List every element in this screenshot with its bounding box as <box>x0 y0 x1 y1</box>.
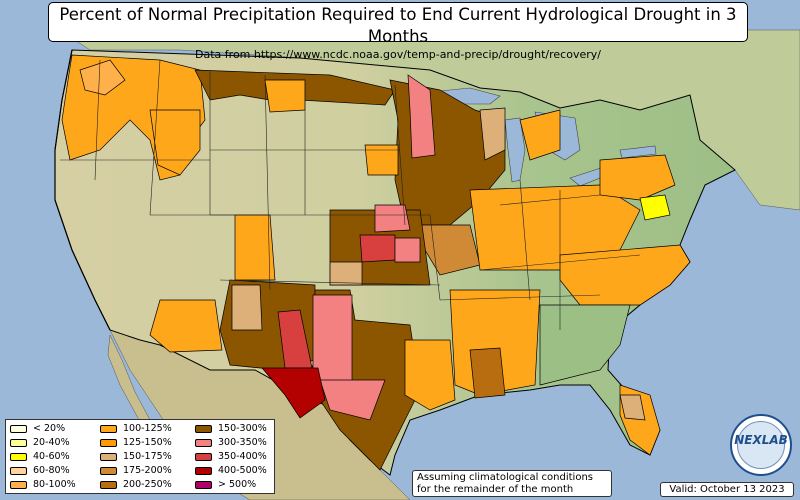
legend-item: > 500% <box>195 479 256 490</box>
legend-label: 150-300% <box>218 423 267 434</box>
region-nebraska-pink <box>374 204 411 233</box>
region-wisconsin-tan <box>479 107 506 161</box>
note-line-1: Assuming climatological conditions <box>417 472 593 483</box>
legend-swatch <box>100 452 117 461</box>
legend-item: 40-60% <box>10 451 70 462</box>
legend-label: 125-150% <box>123 437 172 448</box>
logo-text: NEXLAB <box>734 433 788 447</box>
region-kansas-pink <box>394 237 421 263</box>
note-line-2: for the remainder of the month <box>417 484 574 495</box>
map-title: Percent of Normal Precipitation Required… <box>59 5 737 46</box>
legend-label: 150-175% <box>123 451 172 462</box>
region-michigan <box>519 109 561 161</box>
legend-item: 150-175% <box>100 451 172 462</box>
legend-label: 20-40% <box>33 437 70 448</box>
legend-swatch <box>10 480 27 489</box>
region-louisiana <box>404 339 456 411</box>
legend-swatch <box>195 438 212 447</box>
region-az-orange <box>149 299 223 353</box>
legend-swatch <box>195 452 212 461</box>
region-kansas-red <box>359 234 396 263</box>
region-idaho <box>149 109 201 176</box>
coastline <box>54 49 111 331</box>
legend-swatch <box>100 480 117 489</box>
legend-item: 350-400% <box>195 451 267 462</box>
legend-swatch <box>10 452 27 461</box>
region-maryland <box>639 194 671 221</box>
region-gulf-brown <box>469 347 506 399</box>
legend-label: 200-250% <box>123 479 172 490</box>
globe-icon <box>737 421 785 469</box>
region-texas-pink-2 <box>319 379 386 421</box>
legend-label: 400-500% <box>218 465 267 476</box>
legend-swatch <box>100 438 117 447</box>
legend-swatch <box>100 424 117 433</box>
region-texas-darkred <box>261 367 326 419</box>
legend-swatch <box>10 438 27 447</box>
legend-label: < 20% <box>33 423 66 434</box>
region-appalachia <box>559 244 691 306</box>
legend-label: 100-125% <box>123 423 172 434</box>
legend-label: > 500% <box>218 479 257 490</box>
legend-swatch <box>195 424 212 433</box>
region-pnw-light <box>79 59 126 96</box>
lake-ontario <box>619 145 657 159</box>
legend-item: 80-100% <box>10 479 76 490</box>
legend-item: 60-80% <box>10 465 70 476</box>
legend-item: 175-200% <box>100 465 172 476</box>
legend-label: 60-80% <box>33 465 70 476</box>
legend: < 20% 20-40% 40-60% 60-80% 80-100% 100-1… <box>5 419 275 494</box>
region-florida-tan <box>619 394 646 421</box>
legend-label: 80-100% <box>33 479 76 490</box>
legend-swatch <box>10 466 27 475</box>
legend-item: 200-250% <box>100 479 172 490</box>
region-south-dakota <box>364 144 399 176</box>
legend-label: 40-60% <box>33 451 70 462</box>
legend-swatch <box>10 424 27 433</box>
region-pennsylvania <box>599 154 676 201</box>
legend-item: 150-300% <box>195 423 267 434</box>
legend-label: 300-350% <box>218 437 267 448</box>
legend-item: < 20% <box>10 423 65 434</box>
legend-swatch <box>100 466 117 475</box>
drought-regions <box>61 54 691 471</box>
region-nm-tan <box>231 284 263 331</box>
legend-item: 400-500% <box>195 465 267 476</box>
nexlab-logo: NEXLAB <box>730 414 792 476</box>
legend-swatch <box>195 466 212 475</box>
title-box: Percent of Normal Precipitation Required… <box>48 2 748 61</box>
legend-item: 125-150% <box>100 437 172 448</box>
legend-item: 20-40% <box>10 437 70 448</box>
region-montana-orange <box>264 79 306 113</box>
legend-label: 350-400% <box>218 451 267 462</box>
legend-swatch <box>195 480 212 489</box>
assumption-note: Assuming climatological conditions for t… <box>412 470 612 497</box>
region-minnesota-pink <box>407 74 436 159</box>
legend-item: 300-350% <box>195 437 267 448</box>
legend-item: 100-125% <box>100 423 172 434</box>
region-oklahoma-tan <box>329 261 363 286</box>
region-southeast <box>539 304 631 386</box>
legend-label: 175-200% <box>123 465 172 476</box>
map-subtitle: Data from https://www.ncdc.noaa.gov/temp… <box>195 48 601 61</box>
state-borders <box>60 59 641 330</box>
valid-date: Valid: October 13 2023 <box>660 482 794 497</box>
